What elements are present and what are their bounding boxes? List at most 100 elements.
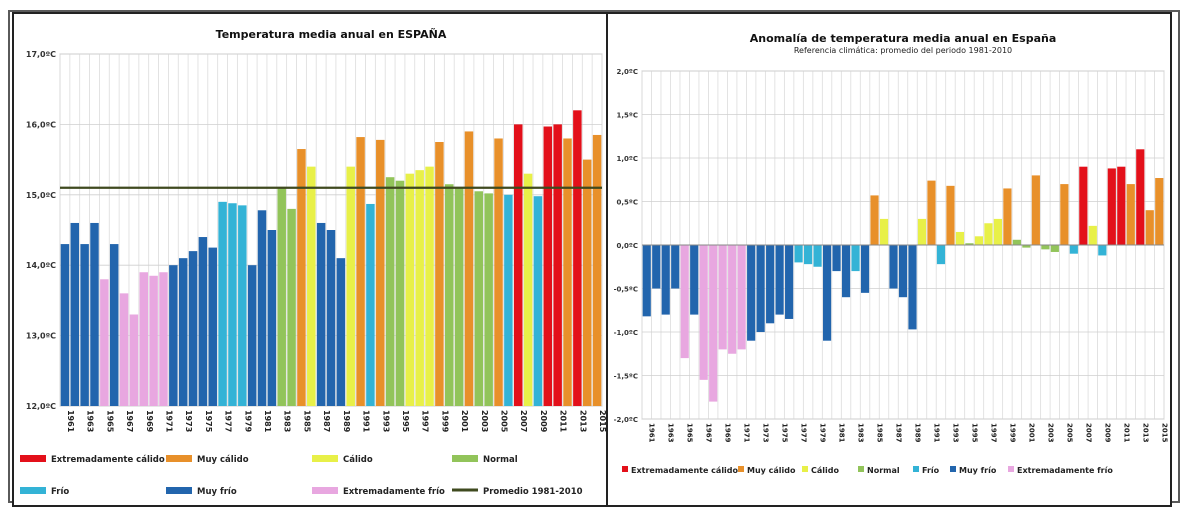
legend-swatch (312, 487, 338, 494)
x-tick-label: 1993 (951, 423, 959, 443)
y-tick-label: -1,0ºC (614, 329, 638, 337)
bar (70, 222, 80, 406)
x-tick-label: 1989 (913, 423, 921, 443)
legend-label: Cálido (343, 455, 373, 465)
x-tick-label: 2001 (1027, 423, 1035, 443)
x-tick-label: 1961 (648, 423, 656, 443)
x-tick-label: 1965 (686, 423, 694, 443)
x-tick-label: 1997 (989, 423, 997, 443)
x-tick-label: 1975 (781, 423, 789, 443)
y-tick-label: 2,0ºC (617, 68, 639, 76)
bar (297, 149, 306, 407)
legend-label: Extremadamente frío (1017, 466, 1113, 475)
bar (267, 230, 277, 406)
bar (1088, 225, 1097, 245)
bar (851, 245, 860, 272)
bar (326, 230, 336, 406)
bar (841, 245, 851, 298)
bar (974, 236, 984, 245)
y-tick-label: -2,0ºC (614, 416, 638, 424)
y-tick-label: 14,0ºC (26, 261, 56, 270)
bar (149, 275, 158, 406)
bar (879, 218, 889, 245)
bar (366, 203, 375, 406)
bar (425, 166, 434, 406)
bar (870, 195, 879, 245)
x-tick-label: 2007 (519, 410, 528, 432)
bar (889, 245, 898, 289)
bar (553, 124, 562, 407)
bar (822, 245, 832, 341)
legend-label: Extremadamente cálido (51, 455, 165, 465)
legend-swatch (950, 466, 956, 472)
y-tick-label: 0,5ºC (617, 199, 639, 207)
bar (228, 203, 237, 406)
bar (766, 245, 775, 324)
legend-swatch (802, 466, 808, 472)
x-tick-label: 1995 (970, 423, 978, 443)
bar (454, 187, 464, 406)
bar (936, 245, 946, 265)
x-tick-label: 2013 (578, 410, 587, 432)
x-tick-label: 1979 (819, 423, 827, 443)
bar (376, 139, 385, 406)
x-tick-label: 1963 (86, 410, 95, 432)
bar (178, 258, 188, 406)
bar (287, 208, 296, 406)
x-tick-label: 1961 (66, 410, 75, 433)
bar (652, 245, 661, 289)
legend-label: Normal (867, 466, 900, 475)
bar (747, 245, 756, 341)
x-tick-label: 1997 (421, 410, 430, 432)
legend-swatch (858, 466, 864, 472)
x-tick-label: 2013 (1141, 423, 1149, 443)
bar (435, 142, 444, 406)
bar (415, 170, 424, 406)
bar (804, 245, 813, 265)
y-tick-label: 1,0ºC (617, 155, 639, 163)
legend-swatch (166, 455, 192, 462)
bar (208, 247, 217, 406)
x-tick-label: 1977 (224, 410, 233, 432)
legend-swatch (452, 455, 478, 462)
legend-label: Muy cálido (747, 466, 796, 475)
legend-swatch (166, 487, 192, 494)
legend-label: Normal (483, 455, 518, 465)
bar (832, 245, 841, 272)
y-tick-label: 16,0ºC (26, 120, 56, 129)
bar (169, 265, 178, 406)
x-tick-label: 1993 (381, 410, 390, 432)
bar (218, 201, 227, 406)
bar (307, 166, 316, 406)
y-tick-label: -1,5ºC (614, 373, 638, 381)
bar (1117, 166, 1126, 245)
x-tick-label: 1981 (838, 423, 846, 443)
x-tick-label: 1983 (857, 423, 865, 443)
x-tick-label: 1979 (243, 410, 252, 433)
bar (785, 245, 794, 319)
bar (984, 223, 993, 245)
bar (277, 187, 286, 406)
bar (690, 245, 699, 315)
bar (1012, 239, 1021, 245)
chart-title: Temperatura media anual en ESPAÑA (216, 28, 447, 41)
legend-swatch (20, 487, 46, 494)
bar (405, 173, 415, 406)
x-tick-label: 1983 (283, 410, 292, 432)
bar (129, 314, 139, 406)
bar (159, 272, 168, 406)
x-tick-label: 1969 (145, 410, 154, 433)
y-tick-label: 13,0ºC (26, 332, 56, 341)
x-tick-label: 1991 (362, 410, 371, 433)
x-tick-label: 2007 (1084, 423, 1092, 443)
bar (445, 184, 454, 406)
x-tick-label: 1981 (263, 410, 272, 433)
legend-label: Promedio 1981-2010 (483, 487, 583, 497)
bar (474, 191, 484, 406)
bar (728, 245, 737, 354)
bar (533, 196, 543, 406)
bar (642, 245, 651, 317)
x-tick-label: 2009 (539, 410, 548, 433)
x-tick-label: 1991 (932, 423, 940, 443)
legend-swatch (738, 466, 744, 472)
